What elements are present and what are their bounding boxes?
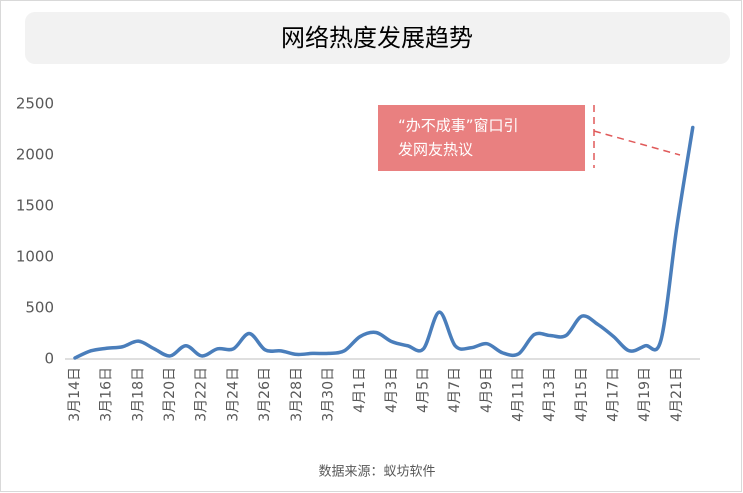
x-tick-label: 4月1日 — [352, 367, 368, 413]
x-tick-label: 3月14日 — [67, 367, 83, 422]
source: 数据来源：蚁坊软件 — [318, 465, 435, 480]
x-tick-label: 4月21日 — [669, 367, 685, 422]
y-tick-label: 2500 — [16, 95, 54, 113]
y-tick-label: 2000 — [16, 146, 54, 164]
x-tick-label: 4月5日 — [415, 367, 431, 413]
x-tick-label: 4月17日 — [606, 367, 622, 422]
y-tick-label: 500 — [25, 299, 54, 317]
x-tick-label: 3月18日 — [130, 367, 146, 422]
x-tick-label: 3月22日 — [194, 367, 210, 422]
x-tick-label: 4月3日 — [384, 367, 400, 413]
x-tick-label: 3月24日 — [225, 367, 241, 422]
x-tick-label: 4月13日 — [542, 367, 558, 422]
x-tick-label: 4月19日 — [637, 367, 653, 422]
annotation-text: 发网友热议 — [398, 141, 473, 159]
annotation-box — [378, 105, 585, 171]
x-tick-label: 3月20日 — [162, 367, 178, 422]
x-tick-label: 3月30日 — [320, 367, 336, 422]
x-tick-label: 4月11日 — [511, 367, 527, 422]
x-tick-label: 3月26日 — [257, 367, 273, 422]
x-tick-label: 4月7日 — [447, 367, 463, 413]
y-tick-label: 1500 — [16, 197, 54, 215]
annotation-text: “办不成事”窗口引 — [398, 117, 519, 135]
annotation-line — [593, 130, 681, 156]
title-box — [25, 12, 730, 64]
x-tick-label: 4月9日 — [479, 367, 495, 413]
x-tick-label: 4月15日 — [574, 367, 590, 422]
y-tick-label: 0 — [44, 350, 54, 368]
x-tick-label: 3月28日 — [289, 367, 305, 422]
x-tick-label: 3月16日 — [99, 367, 115, 422]
y-tick-label: 1000 — [16, 248, 54, 266]
data-line — [73, 125, 695, 360]
chart-title: 网络热度发展趋势 — [281, 24, 473, 52]
